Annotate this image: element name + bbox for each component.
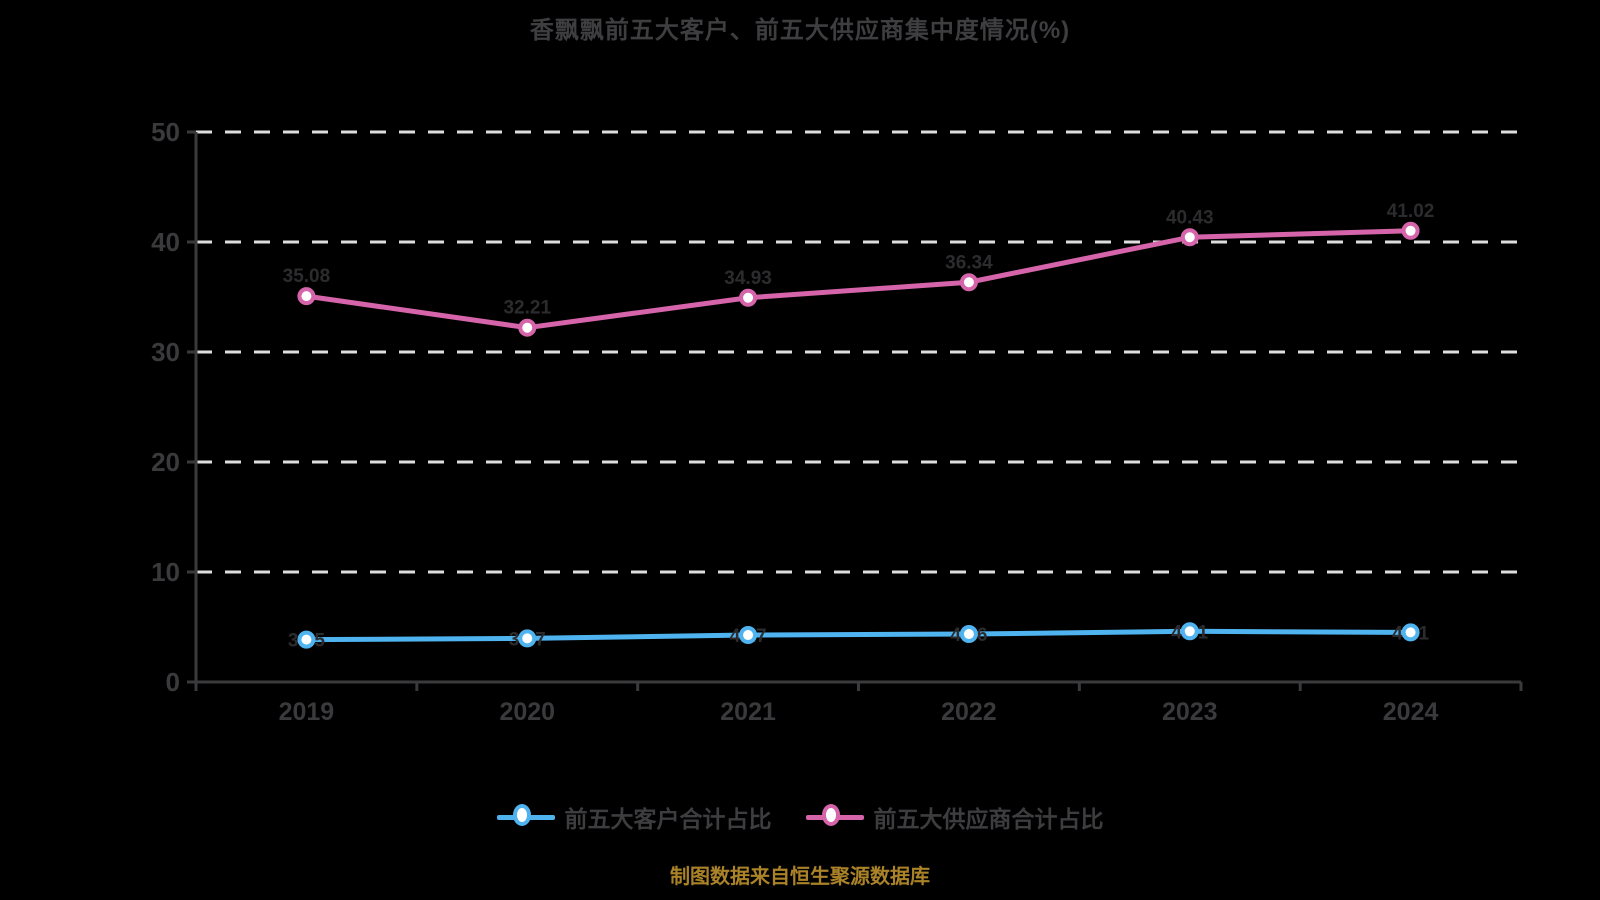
- data-point-marker: [518, 318, 537, 337]
- x-axis-label: 2024: [1383, 698, 1439, 726]
- x-axis-label: 2021: [720, 698, 776, 726]
- data-source-note: 制图数据来自恒生聚源数据库: [670, 866, 930, 888]
- data-point-marker: [518, 629, 537, 648]
- data-point-label: 32.21: [503, 298, 551, 319]
- data-point-marker: [739, 626, 758, 645]
- x-axis-label: 2020: [499, 698, 555, 726]
- x-axis-label: 2019: [279, 698, 335, 726]
- legend-item-suppliers[interactable]: 前五大供应商合计占比: [805, 800, 1104, 834]
- data-point-label: 41.02: [1387, 201, 1435, 222]
- y-axis-label: 20: [151, 447, 180, 477]
- x-axis-label: 2023: [1162, 698, 1218, 726]
- series-line: [303, 628, 1414, 643]
- data-point-label: 35.08: [283, 266, 331, 287]
- data-point-marker: [1180, 228, 1199, 247]
- y-axis-label: 50: [151, 117, 180, 147]
- y-axis-label: 10: [151, 557, 180, 587]
- data-point-marker: [297, 287, 316, 306]
- y-axis-label: 0: [166, 667, 180, 697]
- legend-label-suppliers: 前五大供应商合计占比: [873, 806, 1104, 832]
- y-axis-label: 30: [151, 337, 180, 367]
- data-point-label: 36.34: [945, 252, 993, 273]
- legend-marker-suppliers-icon: [805, 802, 864, 832]
- chart-legend: 前五大客户合计占比 前五大供应商合计占比: [0, 800, 1600, 834]
- data-point-marker: [1401, 623, 1420, 642]
- x-axis-label: 2022: [941, 698, 997, 726]
- legend-label-customers: 前五大客户合计占比: [564, 806, 772, 832]
- data-point-marker: [959, 273, 978, 292]
- data-point-marker: [959, 625, 978, 644]
- legend-dot-suppliers: [821, 804, 840, 826]
- series-line: [303, 228, 1414, 331]
- legend-marker-customers-icon: [496, 802, 555, 832]
- data-point-marker: [297, 630, 316, 649]
- legend-dot-customers: [512, 804, 531, 826]
- data-point-marker: [1401, 221, 1420, 240]
- legend-item-customers[interactable]: 前五大客户合计占比: [496, 800, 772, 834]
- data-point-label: 34.93: [724, 268, 772, 289]
- data-point-marker: [739, 288, 758, 307]
- chart-title: 香飘飘前五大客户、前五大供应商集中度情况(%): [529, 17, 1071, 44]
- data-point-label: 40.43: [1166, 207, 1214, 228]
- data-point-marker: [1180, 622, 1199, 641]
- line-chart-plot: 010203040502019202020212022202320243.853…: [151, 117, 1523, 726]
- y-axis-label: 40: [151, 227, 180, 257]
